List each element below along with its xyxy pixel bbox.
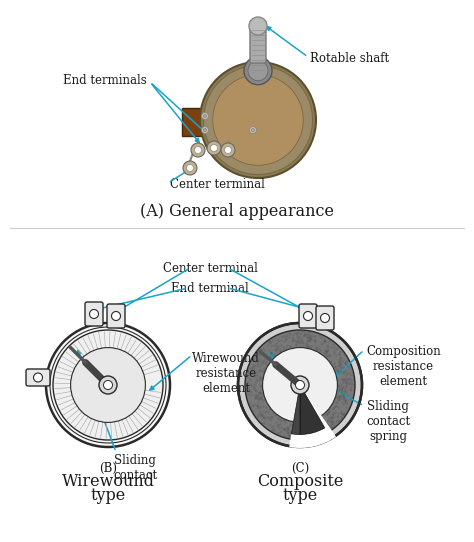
Circle shape — [210, 145, 218, 152]
Circle shape — [186, 165, 193, 171]
Circle shape — [244, 57, 272, 85]
Circle shape — [71, 347, 146, 422]
Circle shape — [99, 376, 117, 394]
FancyBboxPatch shape — [316, 306, 334, 330]
Text: Rotable shaft: Rotable shaft — [310, 51, 389, 64]
Text: End terminals: End terminals — [63, 74, 147, 87]
Wedge shape — [292, 385, 300, 435]
Circle shape — [34, 373, 43, 382]
Circle shape — [252, 128, 255, 132]
Circle shape — [203, 66, 312, 175]
Text: Sliding
contact: Sliding contact — [113, 454, 157, 482]
Circle shape — [303, 312, 312, 320]
FancyBboxPatch shape — [107, 304, 125, 328]
Circle shape — [203, 128, 207, 132]
Circle shape — [238, 323, 362, 447]
Circle shape — [320, 313, 329, 322]
Text: Composite: Composite — [257, 473, 343, 490]
FancyBboxPatch shape — [85, 302, 103, 326]
Text: (B): (B) — [99, 462, 117, 475]
Circle shape — [213, 75, 303, 165]
FancyBboxPatch shape — [182, 108, 262, 136]
Circle shape — [191, 143, 205, 157]
Circle shape — [103, 380, 112, 390]
Text: Sliding
contact
spring: Sliding contact spring — [366, 400, 410, 443]
Text: Center terminal: Center terminal — [163, 261, 257, 274]
Circle shape — [46, 323, 170, 447]
Circle shape — [111, 312, 120, 320]
Circle shape — [249, 126, 256, 133]
Text: End terminal: End terminal — [171, 281, 249, 294]
Circle shape — [248, 61, 268, 81]
Circle shape — [295, 380, 304, 390]
Circle shape — [221, 143, 235, 157]
Circle shape — [249, 17, 267, 35]
Circle shape — [207, 141, 221, 155]
FancyBboxPatch shape — [250, 21, 266, 63]
Text: Wirewound
resistance
element: Wirewound resistance element — [192, 352, 260, 395]
Text: Composition
resistance
element: Composition resistance element — [366, 345, 441, 388]
Circle shape — [200, 62, 316, 178]
Text: (C): (C) — [291, 462, 309, 475]
Circle shape — [203, 114, 207, 118]
Circle shape — [291, 376, 309, 394]
Text: (A) General appearance: (A) General appearance — [140, 203, 334, 221]
Circle shape — [90, 309, 99, 319]
Circle shape — [225, 146, 231, 153]
Circle shape — [183, 161, 197, 175]
Wedge shape — [300, 385, 325, 435]
Circle shape — [245, 330, 355, 440]
Circle shape — [263, 347, 337, 422]
Circle shape — [50, 327, 166, 443]
Circle shape — [201, 113, 209, 119]
Circle shape — [201, 126, 209, 133]
Text: Center terminal: Center terminal — [170, 178, 265, 191]
Text: type: type — [283, 487, 318, 504]
Text: Wirewound: Wirewound — [62, 473, 155, 490]
FancyBboxPatch shape — [26, 369, 50, 386]
FancyBboxPatch shape — [299, 304, 317, 328]
Circle shape — [53, 330, 163, 440]
Wedge shape — [289, 385, 336, 448]
Text: type: type — [91, 487, 126, 504]
Circle shape — [194, 146, 201, 153]
